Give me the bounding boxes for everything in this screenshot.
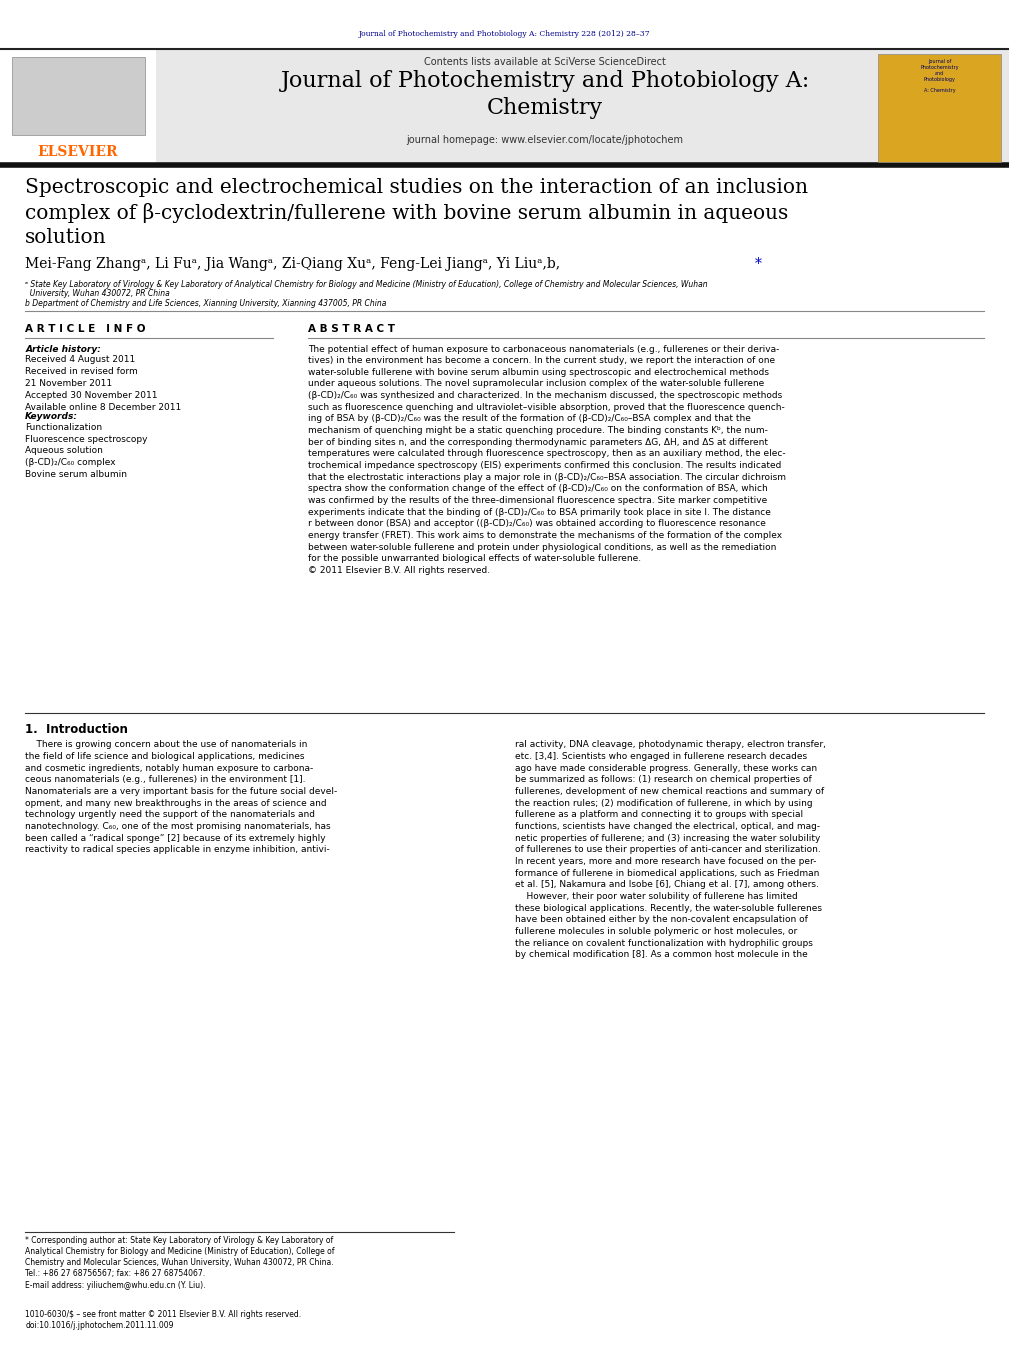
Text: Keywords:: Keywords: [26,412,79,422]
Text: Spectroscopic and electrochemical studies on the interaction of an inclusion
com: Spectroscopic and electrochemical studie… [26,178,809,247]
Text: University, Wuhan 430072, PR China: University, Wuhan 430072, PR China [26,289,169,299]
Text: Mei-Fang Zhangᵃ, Li Fuᵃ, Jia Wangᵃ, Zi-Qiang Xuᵃ, Feng-Lei Jiangᵃ, Yi Liuᵃ,b,: Mei-Fang Zhangᵃ, Li Fuᵃ, Jia Wangᵃ, Zi-Q… [26,257,561,270]
Text: Journal of Photochemistry and Photobiology A:
Chemistry: Journal of Photochemistry and Photobiolo… [281,70,810,119]
Text: There is growing concern about the use of nanomaterials in
the field of life sci: There is growing concern about the use o… [26,740,338,854]
Text: Contents lists available at SciVerse ScienceDirect: Contents lists available at SciVerse Sci… [424,57,666,66]
Text: The potential effect of human exposure to carbonaceous nanomaterials (e.g., full: The potential effect of human exposure t… [308,345,786,576]
Text: *: * [756,257,762,270]
Text: A B S T R A C T: A B S T R A C T [308,324,395,334]
Text: * Corresponding author at: State Key Laboratory of Virology & Key Laboratory of
: * Corresponding author at: State Key Lab… [26,1236,335,1290]
Text: ELSEVIER: ELSEVIER [38,146,118,159]
Text: doi:10.1016/j.jphotochem.2011.11.009: doi:10.1016/j.jphotochem.2011.11.009 [26,1321,174,1331]
Text: Article history:: Article history: [26,345,101,354]
Text: ral activity, DNA cleavage, photodynamic therapy, electron transfer,
etc. [3,4].: ral activity, DNA cleavage, photodynamic… [515,740,826,959]
Text: 1.  Introduction: 1. Introduction [26,723,128,736]
FancyBboxPatch shape [12,57,145,135]
Text: 1010-6030/$ – see front matter © 2011 Elsevier B.V. All rights reserved.: 1010-6030/$ – see front matter © 2011 El… [26,1310,301,1320]
Text: journal homepage: www.elsevier.com/locate/jphotochem: journal homepage: www.elsevier.com/locat… [406,135,684,145]
Text: Journal of
Photochemistry
and
Photobiology

A: Chemistry: Journal of Photochemistry and Photobiolo… [921,59,959,93]
Text: A R T I C L E   I N F O: A R T I C L E I N F O [26,324,146,334]
FancyBboxPatch shape [0,49,156,165]
FancyBboxPatch shape [878,54,1002,162]
Text: Journal of Photochemistry and Photobiology A: Chemistry 228 (2012) 28–37: Journal of Photochemistry and Photobiolo… [359,30,650,38]
Text: Received 4 August 2011
Received in revised form
21 November 2011
Accepted 30 Nov: Received 4 August 2011 Received in revis… [26,355,182,412]
Text: ᵃ State Key Laboratory of Virology & Key Laboratory of Analytical Chemistry for : ᵃ State Key Laboratory of Virology & Key… [26,280,708,289]
Text: b Department of Chemistry and Life Sciences, Xianning University, Xianning 43700: b Department of Chemistry and Life Scien… [26,299,387,308]
FancyBboxPatch shape [0,49,1010,165]
Text: Functionalization
Fluorescence spectroscopy
Aqueous solution
(β-CD)₂/C₆₀ complex: Functionalization Fluorescence spectrosc… [26,423,148,480]
